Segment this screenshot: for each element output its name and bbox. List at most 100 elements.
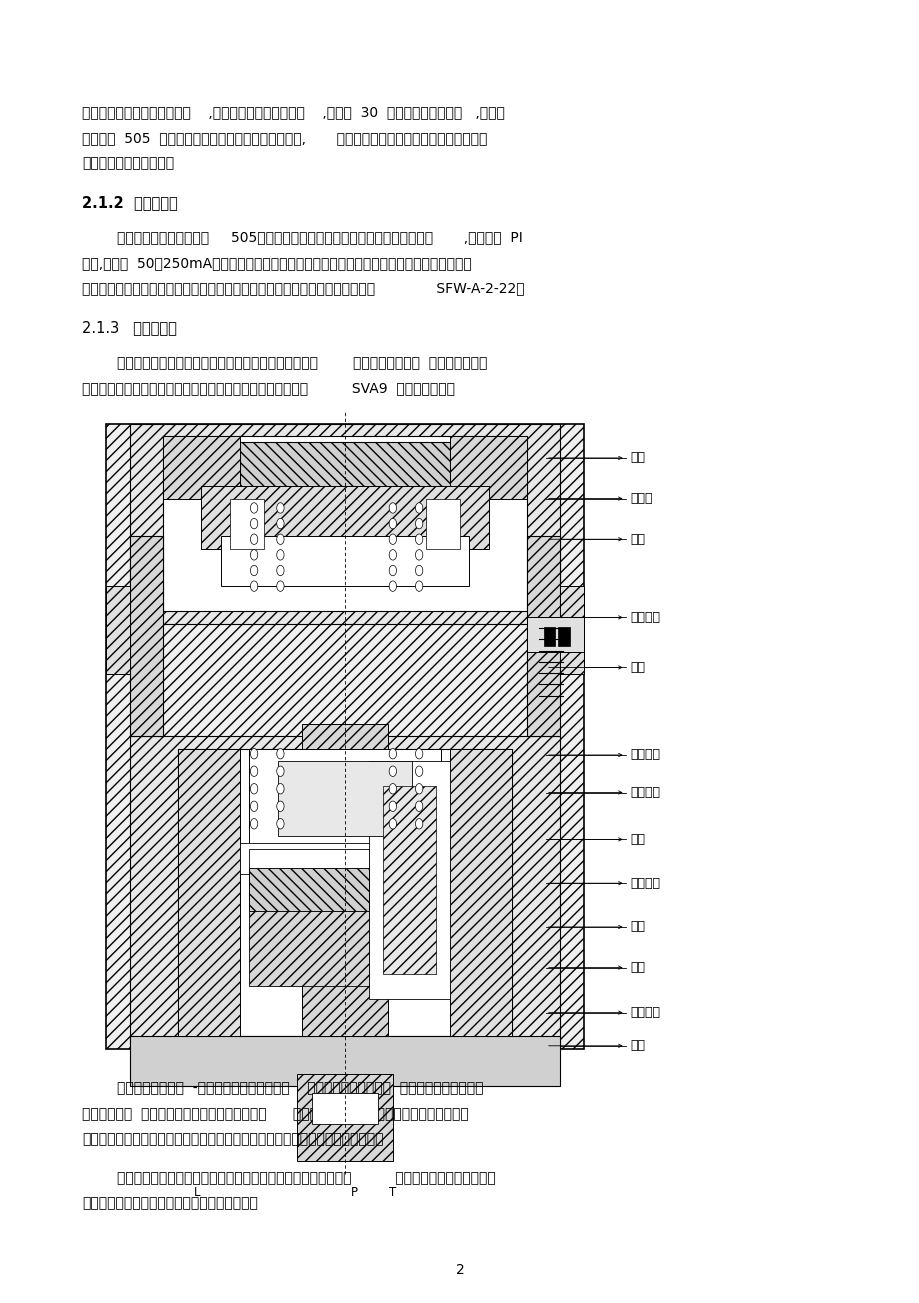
Bar [249,749,440,848]
Text: 电液转换器的电流  -位移转换部分是由磁钢、    导磁罩、内外导磁板、  动圈及弹簧所组成的动: 电液转换器的电流 -位移转换部分是由磁钢、 导磁罩、内外导磁板、 动圈及弹簧所组… [82,1081,483,1096]
Circle shape [389,519,396,529]
Text: 它集现场组态和操作盘于一体    ,操作盘包括一个两行显示    ,一个有  30  个操作键的控制面板   ,操作盘: 它集现场组态和操作盘于一体 ,操作盘包括一个两行显示 ,一个有 30 个操作键的… [82,106,505,120]
Text: 圈式力马达。  液压伺服放大部分是由控制阀芯、      随动活塞所组成的具有直接位置反馈的三通道滑: 圈式力马达。 液压伺服放大部分是由控制阀芯、 随动活塞所组成的具有直接位置反馈的… [82,1106,469,1121]
Bar [449,749,512,1036]
Bar [130,1036,560,1087]
Circle shape [277,766,284,777]
Circle shape [250,801,257,812]
Circle shape [389,748,396,758]
Circle shape [250,766,257,777]
Circle shape [250,818,257,829]
Circle shape [415,766,423,777]
Circle shape [250,566,257,576]
Text: 2.1.3   电液转换器: 2.1.3 电液转换器 [82,321,176,335]
Circle shape [415,818,423,829]
Bar [240,442,449,499]
Bar [163,437,527,611]
Circle shape [389,534,396,545]
Bar [449,437,527,499]
Text: 动圈: 动圈 [630,533,644,546]
Circle shape [389,503,396,513]
Bar [425,499,460,549]
Text: 磁钢: 磁钢 [630,451,644,464]
Text: 2: 2 [455,1264,464,1277]
Circle shape [277,519,284,529]
Circle shape [277,801,284,812]
Circle shape [389,581,396,592]
Circle shape [250,550,257,560]
Circle shape [389,550,396,560]
Text: 上节流口: 上节流口 [630,748,660,761]
Bar [527,618,584,652]
Text: 开度。我厂的电液转换器是北京机械工业自动化研究所生产的          SVA9  其结构图如下：: 开度。我厂的电液转换器是北京机械工业自动化研究所生产的 SVA9 其结构图如下： [82,382,455,395]
Bar [177,749,512,1036]
Bar [560,586,584,674]
Text: P: P [351,1187,357,1200]
Circle shape [277,748,284,758]
Text: L: L [193,1187,199,1200]
Bar [249,911,369,986]
Circle shape [277,783,284,794]
Circle shape [250,503,257,513]
Circle shape [415,534,423,545]
Bar [240,843,449,874]
Circle shape [250,748,257,758]
Circle shape [277,503,284,513]
Circle shape [277,534,284,545]
Circle shape [389,566,396,576]
Bar [230,499,264,549]
Text: T: T [389,1187,396,1200]
Circle shape [415,519,423,529]
Circle shape [250,581,257,592]
Circle shape [250,783,257,794]
Bar [278,761,412,837]
Text: 控制滑阀: 控制滑阀 [630,786,660,799]
Text: 阀体: 阀体 [630,962,644,975]
Text: 是国产配套的一种用于将     505输出的信号和来电液转换器的反馈信号进行比较       ,差值进行  PI: 是国产配套的一种用于将 505输出的信号和来电液转换器的反馈信号进行比较 ,差值… [82,231,522,245]
Text: 用来组态  505  在线调整参数和操作汽轮机起停及运行,       通过操作面板上的两行液晶屏可观察控制: 用来组态 505 在线调整参数和操作汽轮机起停及运行, 通过操作面板上的两行液晶… [82,132,487,145]
Circle shape [277,818,284,829]
Text: 电气插座: 电气插座 [630,611,660,624]
Circle shape [250,534,257,545]
Bar [106,586,130,674]
Circle shape [389,818,396,829]
Circle shape [415,566,423,576]
Text: 2.1.2  阀位控制器: 2.1.2 阀位控制器 [82,195,177,210]
Bar [163,437,240,499]
Circle shape [277,550,284,560]
Text: 阀控制差动缸（详见图一）。动圈与控制阀芯为刚性连接。安装方式为板式连接。: 阀控制差动缸（详见图一）。动圈与控制阀芯为刚性连接。安装方式为板式连接。 [82,1132,383,1147]
Text: 调节,并输出  50～250mA信号供电液转换器作为驱动电流。利用内部可调的颤振电流叠加到输出: 调节,并输出 50～250mA信号供电液转换器作为驱动电流。利用内部可调的颤振电… [82,257,471,270]
Bar [130,423,560,624]
Bar [383,786,436,973]
Bar [557,627,569,645]
Circle shape [415,550,423,560]
Text: 下节流口: 下节流口 [630,1006,660,1019]
Bar [297,1074,392,1161]
Circle shape [250,519,257,529]
Text: 下腔: 下腔 [630,920,644,933]
Text: 上腔: 上腔 [630,833,644,846]
Bar [177,749,240,1036]
Circle shape [415,801,423,812]
Circle shape [389,801,396,812]
Bar [106,423,584,1049]
Text: 动圈与控制阀芯产生与控制电流成比例的位移。: 动圈与控制阀芯产生与控制电流成比例的位移。 [82,1196,257,1210]
Bar [543,627,555,645]
Circle shape [277,566,284,576]
Bar [201,486,488,549]
Bar [249,848,369,868]
Circle shape [415,503,423,513]
Bar [301,723,388,1036]
Bar [249,868,369,911]
Text: 放阀: 放阀 [630,1040,644,1053]
Circle shape [415,748,423,758]
Circle shape [389,783,396,794]
Bar [369,761,449,999]
Circle shape [277,581,284,592]
Text: 当控制电流流过处在磁隙固定磁场中的动圈绕组时产生电磁力，          此电磁力克服弹簧力后推动: 当控制电流流过处在磁隙固定磁场中的动圈绕组时产生电磁力， 此电磁力克服弹簧力后推… [82,1170,495,1184]
Text: 电液转换器的作用是将来阀位控制器的阀位调节信号，        转化为油压信号，  以控制主汽门的: 电液转换器的作用是将来阀位控制器的阀位调节信号， 转化为油压信号， 以控制主汽门… [82,356,487,370]
Text: 可以克服电液驱动器卡涩，零碎位偏置电流调整用于静态零位调整。其型号为：              SFW-A-2-22。: 可以克服电液驱动器卡涩，零碎位偏置电流调整用于静态零位调整。其型号为： SFW-… [82,281,524,296]
Text: 弹簧: 弹簧 [630,661,644,674]
Circle shape [415,783,423,794]
Text: 随动活塞: 随动活塞 [630,877,660,890]
